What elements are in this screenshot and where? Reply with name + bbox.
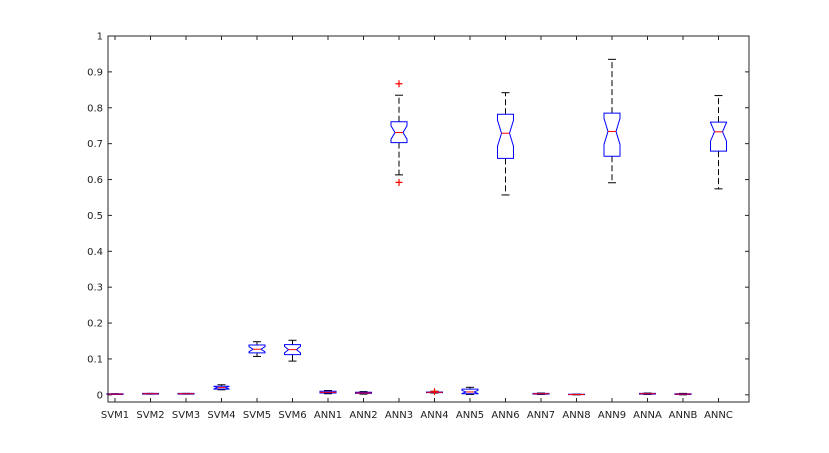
y-tick-label: 0.5 — [87, 211, 103, 222]
outlier-marker — [431, 388, 438, 396]
plot-frame — [107, 35, 750, 403]
y-tick-label: 0 — [97, 390, 103, 401]
x-tick-label: ANN1 — [314, 410, 342, 421]
x-tick-label: SVM4 — [207, 410, 235, 421]
box — [603, 112, 621, 157]
x-tick-label: ANN7 — [527, 410, 555, 421]
y-tick-label: 0.4 — [87, 247, 103, 258]
x-tick-label: ANN6 — [491, 410, 519, 421]
x-tick-label: ANN4 — [420, 410, 448, 421]
y-tick-label: 1 — [97, 32, 103, 43]
plot-area — [108, 36, 749, 402]
outlier-marker — [395, 178, 403, 186]
y-tick-label: 0.7 — [87, 139, 103, 150]
x-tick-label: SVM5 — [243, 410, 271, 421]
x-tick-labels: SVM1 SVM2 SVM3 SVM4 SVM5 SVM6 ANN1 ANN2 ANN3 ANN4… — [101, 410, 733, 421]
y-tick-label: 0.8 — [87, 103, 103, 114]
x-tick-label: ANN3 — [385, 410, 413, 421]
box — [461, 388, 479, 395]
x-tick-label: ANNA — [633, 410, 662, 421]
y-tick-label: 0.9 — [87, 67, 103, 78]
x-tick-label: ANN8 — [562, 410, 590, 421]
x-tick-label: ANNC — [704, 410, 733, 421]
x-tick-label: SVM1 — [101, 410, 129, 421]
box — [248, 344, 266, 354]
x-tick-label: ANN5 — [456, 410, 484, 421]
box — [497, 113, 514, 159]
axis-ticks — [108, 35, 749, 402]
outlier-marker — [395, 80, 403, 88]
outliers — [395, 80, 438, 396]
y-tick-label: 0.3 — [87, 283, 103, 294]
x-tick-label: ANNB — [669, 410, 698, 421]
x-tick-label: ANN9 — [598, 410, 626, 421]
x-tick-label: SVM2 — [136, 410, 164, 421]
box — [710, 121, 727, 152]
y-tick-label: 0.2 — [87, 319, 103, 330]
y-tick-labels: 0 0.1 0.2 0.3 0.4 0.5 0.6 0.7 0.8 0.9 1 — [87, 32, 103, 402]
y-tick-label: 0.1 — [87, 354, 103, 365]
x-tick-label: SVM6 — [278, 410, 306, 421]
y-tick-label: 0.6 — [87, 175, 103, 186]
box — [284, 344, 301, 356]
x-tick-label: ANN2 — [349, 410, 377, 421]
box — [390, 121, 408, 144]
x-tick-label: SVM3 — [172, 410, 200, 421]
